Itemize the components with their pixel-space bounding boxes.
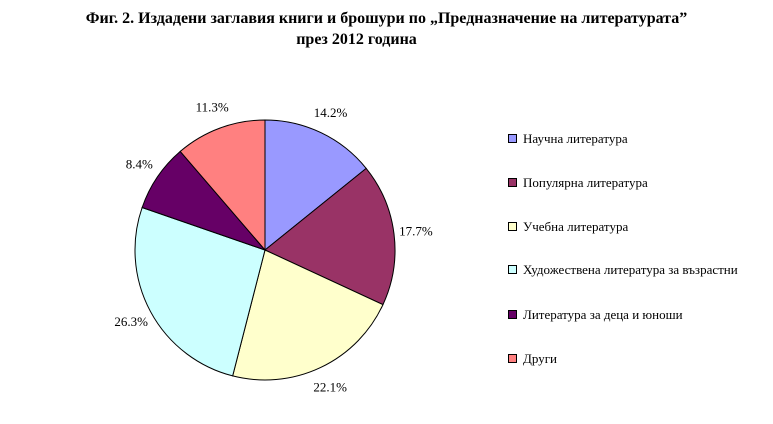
legend-label: Популярна литература (523, 175, 648, 190)
legend-label: Учебна литература (523, 219, 629, 234)
legend-swatch (508, 134, 517, 143)
pie-slice-4 (134, 206, 266, 377)
chart-title: Фиг. 2. Издадени заглавия книги и брошур… (0, 8, 773, 50)
chart-title-line-2: през 2012 година (296, 31, 417, 48)
slice-percent-label: 26.3% (114, 314, 148, 329)
legend-swatch (508, 310, 517, 319)
pie-slice-6 (179, 119, 266, 252)
legend-label: Литература за деца и юноши (523, 307, 683, 322)
slice-percent-label: 8.4% (126, 157, 153, 172)
legend-item-scientific: Научна литература (508, 130, 748, 147)
legend-label: Научна литература (523, 131, 628, 146)
legend-swatch (508, 222, 517, 231)
legend-item-other: Други (508, 350, 748, 367)
slice-percent-label: 22.1% (313, 379, 347, 394)
pie-slice-1 (264, 119, 367, 252)
legend-swatch (508, 354, 517, 363)
legend-label: Други (523, 351, 557, 366)
legend-swatch (508, 178, 517, 187)
chart-title-line-1: Фиг. 2. Издадени заглавия книги и брошур… (85, 10, 688, 27)
legend-label: Художествена литература за възрастни (523, 262, 738, 277)
slice-percent-label: 17.7% (399, 223, 433, 238)
legend-item-fiction-adults: Художествена литература за възрастни (508, 261, 748, 278)
pie-slice-2 (264, 167, 396, 306)
slice-percent-label: 14.2% (314, 105, 348, 120)
slice-percent-label: 11.3% (196, 99, 229, 114)
legend-item-popular: Популярна литература (508, 174, 748, 191)
pie-slice-3 (232, 249, 384, 381)
legend-item-children-youth: Литература за деца и юноши (508, 306, 748, 323)
legend-item-textbook: Учебна литература (508, 218, 748, 235)
legend-swatch (508, 265, 517, 274)
